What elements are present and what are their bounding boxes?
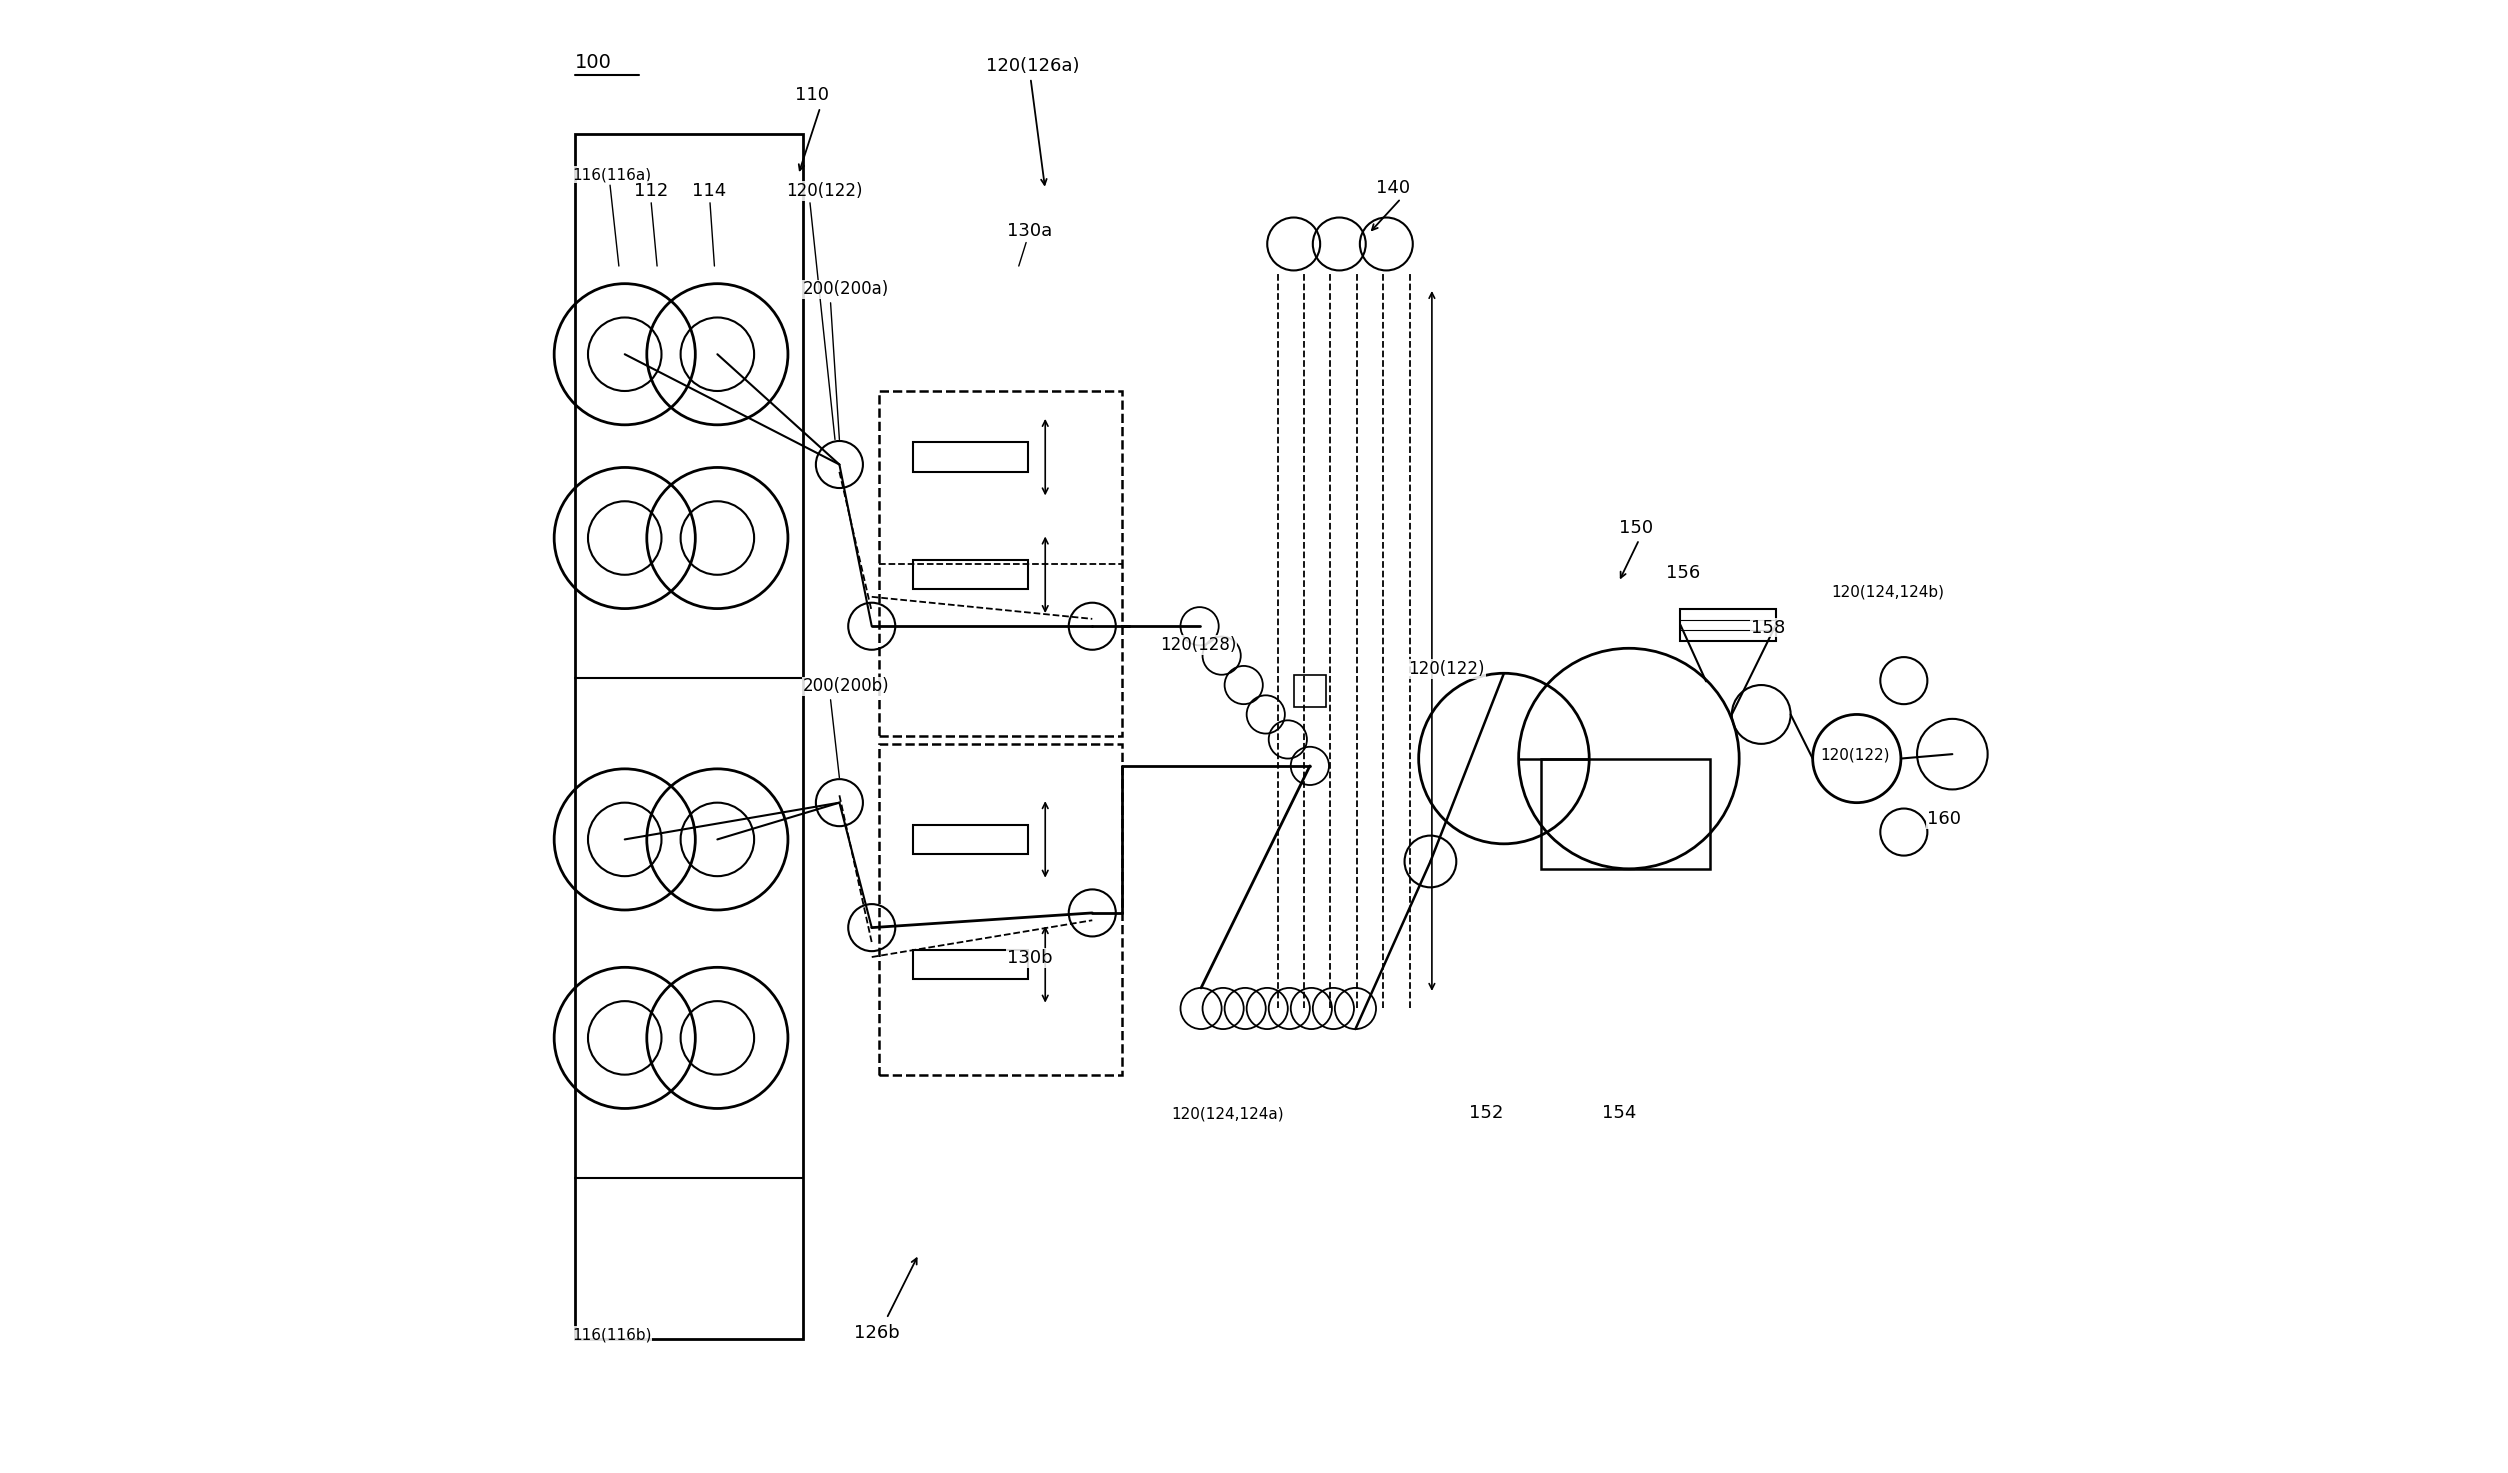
Text: 150: 150 bbox=[1618, 518, 1653, 536]
Text: 152: 152 bbox=[1470, 1103, 1502, 1122]
Text: 154: 154 bbox=[1603, 1103, 1638, 1122]
Bar bbox=[913, 825, 1028, 854]
Text: 120(124,124b): 120(124,124b) bbox=[1831, 585, 1944, 600]
Text: 200(200a): 200(200a) bbox=[803, 280, 888, 299]
Text: 156: 156 bbox=[1665, 564, 1700, 582]
Bar bbox=[913, 442, 1028, 471]
Text: 100: 100 bbox=[574, 53, 612, 72]
Text: 120(122): 120(122) bbox=[788, 181, 863, 200]
Bar bbox=[1294, 675, 1327, 707]
Bar bbox=[1540, 759, 1710, 869]
Text: 160: 160 bbox=[1926, 810, 1961, 828]
Bar bbox=[1680, 608, 1776, 641]
Text: 112: 112 bbox=[635, 181, 667, 200]
Text: 120(122): 120(122) bbox=[1821, 748, 1889, 763]
Text: 116(116a): 116(116a) bbox=[572, 168, 652, 183]
Text: 120(128): 120(128) bbox=[1159, 636, 1236, 654]
Text: 120(122): 120(122) bbox=[1409, 660, 1485, 678]
Text: 130a: 130a bbox=[1008, 221, 1053, 240]
Bar bbox=[880, 744, 1121, 1075]
Text: 126b: 126b bbox=[855, 1324, 900, 1342]
Text: 120(124,124a): 120(124,124a) bbox=[1171, 1106, 1284, 1122]
Text: 116(116b): 116(116b) bbox=[572, 1327, 652, 1342]
Text: 110: 110 bbox=[795, 87, 830, 105]
Text: 114: 114 bbox=[692, 181, 727, 200]
Text: 120(126a): 120(126a) bbox=[986, 57, 1081, 75]
Text: 130b: 130b bbox=[1008, 949, 1053, 968]
Bar bbox=[913, 950, 1028, 980]
Text: 200(200b): 200(200b) bbox=[803, 678, 890, 695]
Text: 140: 140 bbox=[1377, 178, 1409, 197]
Bar bbox=[574, 134, 803, 1339]
Bar bbox=[880, 390, 1121, 736]
Text: 158: 158 bbox=[1751, 619, 1786, 636]
Bar bbox=[913, 560, 1028, 589]
